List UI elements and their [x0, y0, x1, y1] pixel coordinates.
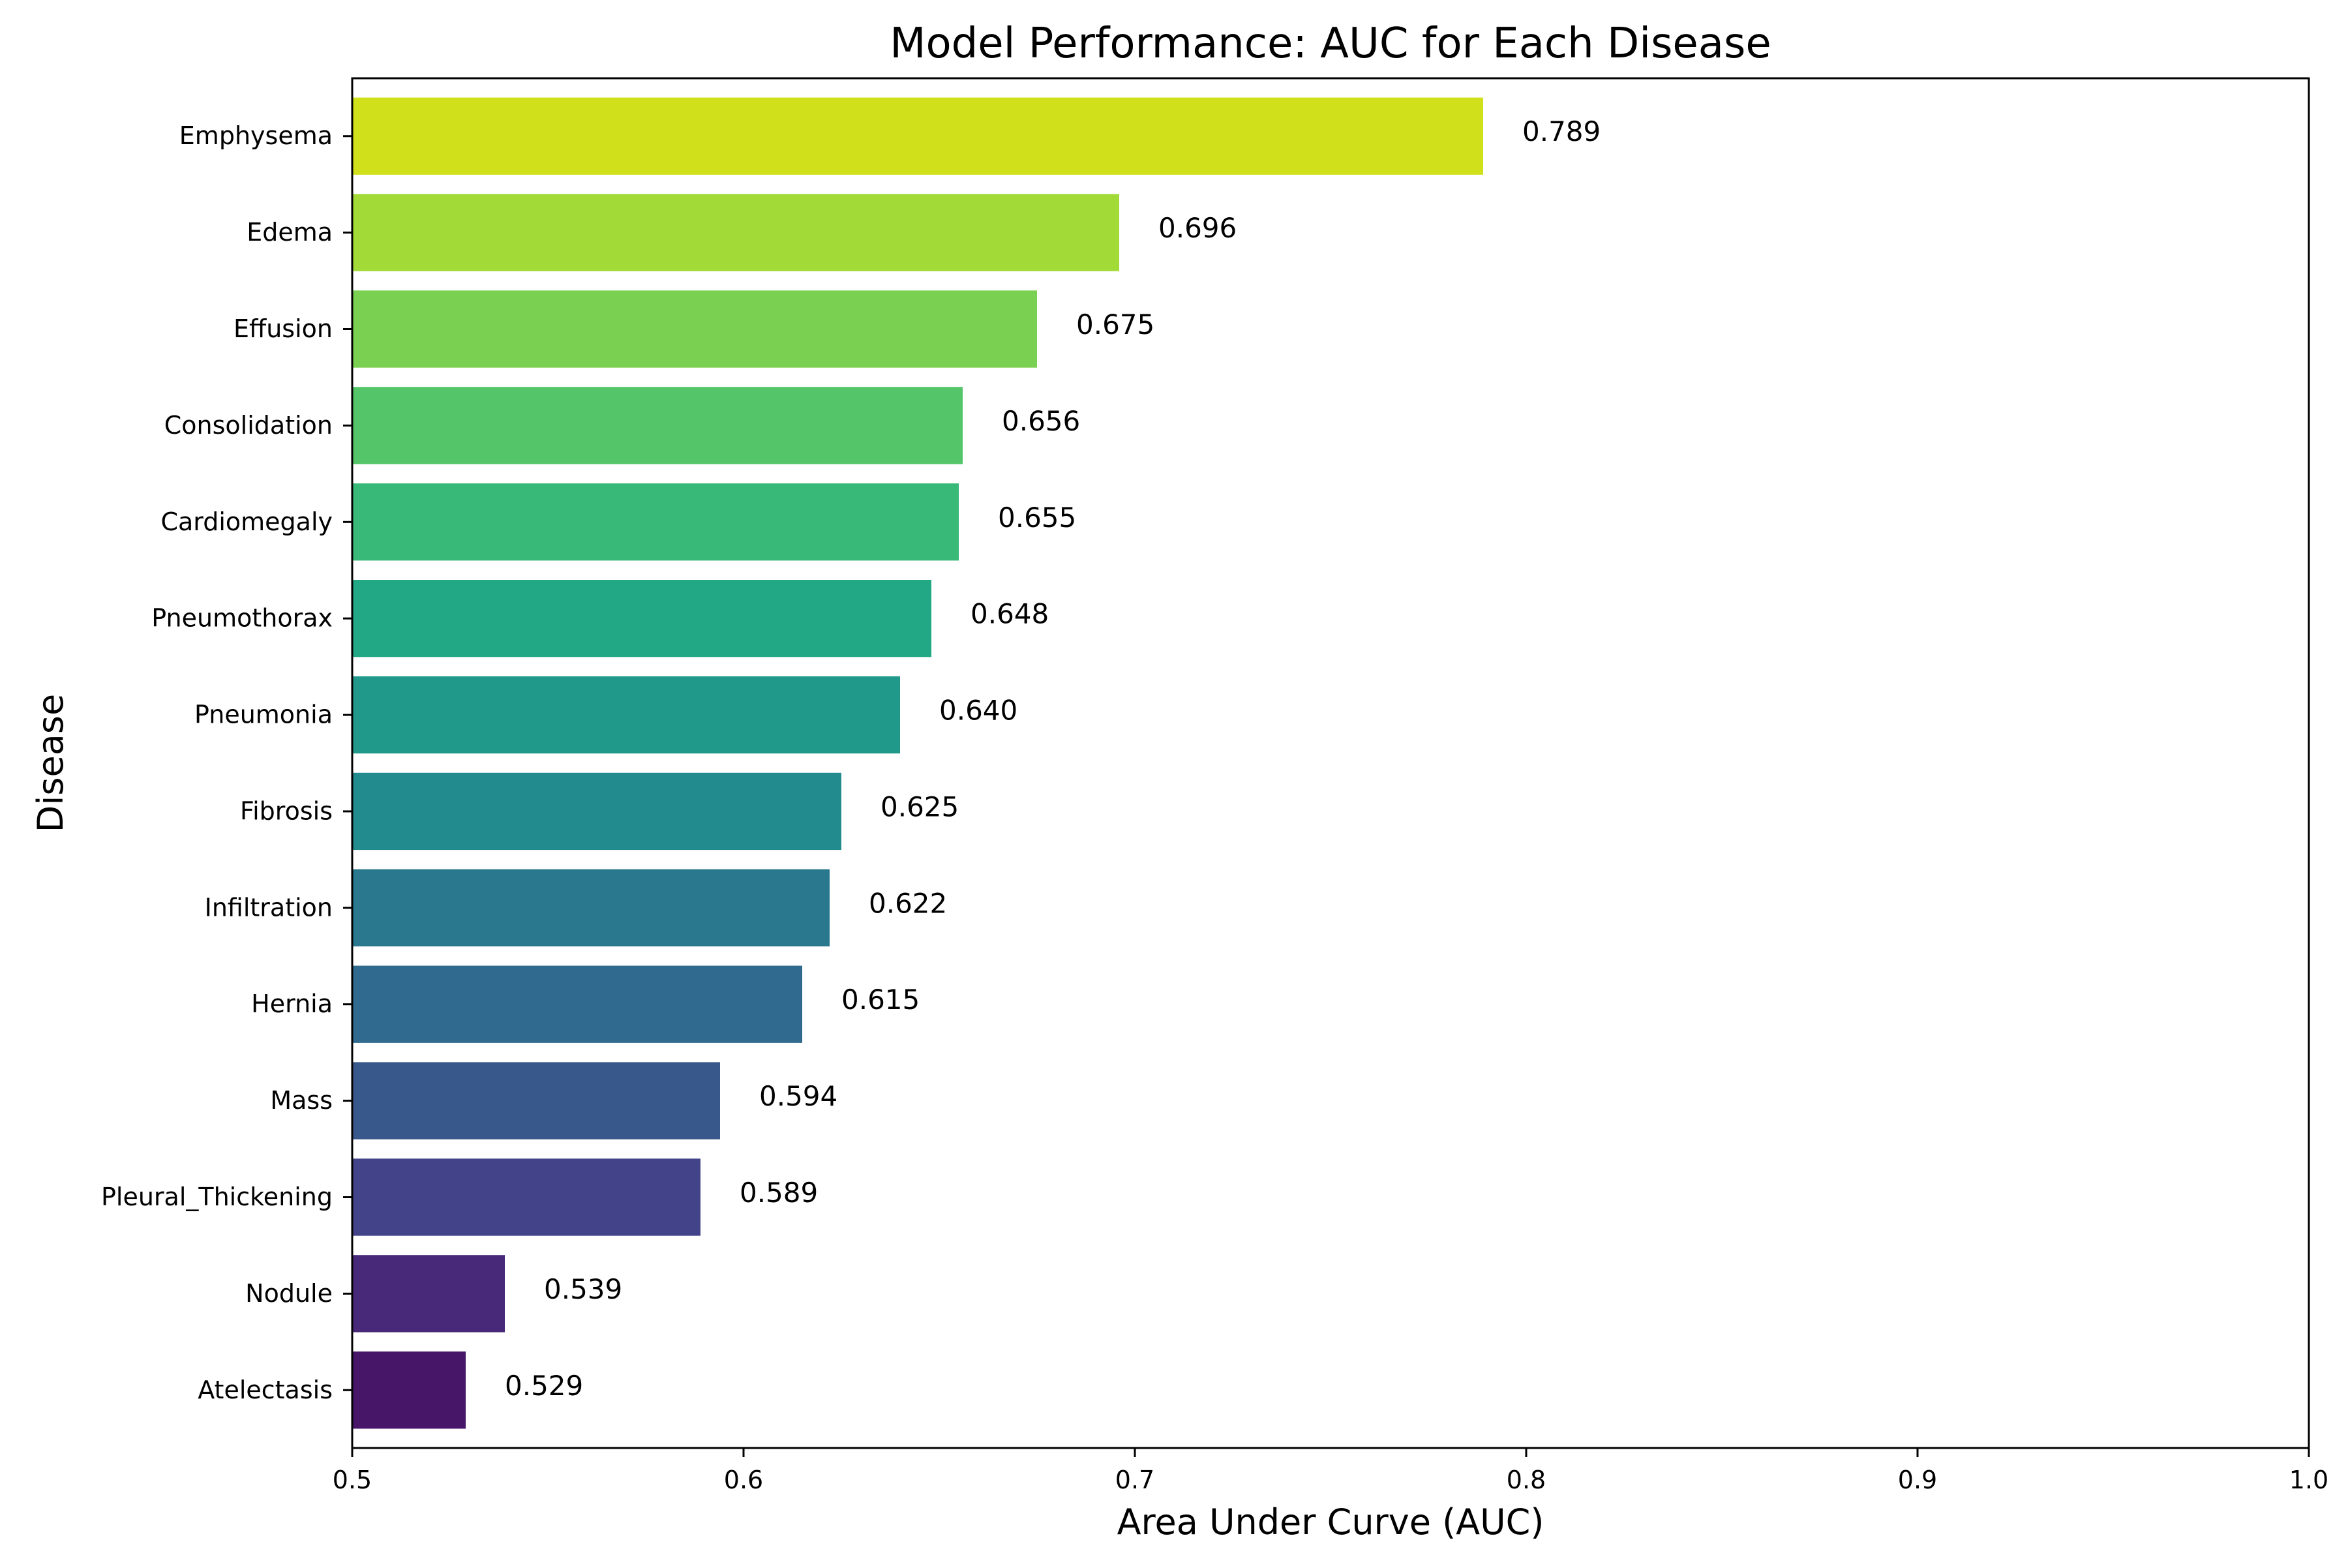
y-tick-label: Hernia	[251, 989, 333, 1018]
bar-value-label: 0.696	[1158, 212, 1237, 244]
bar	[352, 97, 1483, 175]
x-tick-label: 1.0	[2289, 1466, 2328, 1494]
bar	[352, 290, 1037, 368]
bar-value-label: 0.655	[998, 502, 1076, 534]
bar-value-label: 0.622	[869, 887, 947, 919]
x-axis-label: Area Under Curve (AUC)	[1117, 1501, 1544, 1543]
x-tick-label: 0.7	[1115, 1466, 1154, 1494]
y-tick-label: Emphysema	[179, 121, 333, 150]
y-tick-label: Pneumothorax	[151, 604, 333, 633]
bar-value-label: 0.594	[759, 1080, 837, 1112]
bar-value-label: 0.789	[1522, 115, 1601, 147]
bar	[352, 483, 959, 561]
bar-value-label: 0.539	[544, 1273, 622, 1305]
bar	[352, 676, 900, 754]
y-tick-label: Mass	[270, 1086, 333, 1115]
x-tick-label: 0.8	[1507, 1466, 1546, 1494]
bar-value-label: 0.675	[1076, 309, 1154, 340]
y-tick-label: Fibrosis	[240, 796, 333, 825]
y-tick-label: Atelectasis	[198, 1376, 333, 1404]
y-tick-label: Effusion	[233, 314, 333, 343]
x-axis: 0.5 0.6 0.7 0.8 0.9 1.0	[333, 1448, 2328, 1494]
bar-value-label: 0.529	[505, 1370, 583, 1402]
bar	[352, 772, 841, 851]
bar	[352, 869, 830, 946]
y-tick-label: Pleural_Thickening	[101, 1183, 333, 1211]
x-tick-label: 0.6	[724, 1466, 763, 1494]
bar-value-label: 0.648	[971, 598, 1049, 630]
y-tick-label: Consolidation	[164, 411, 333, 440]
bar	[352, 1255, 505, 1333]
bar-value-label: 0.615	[841, 984, 920, 1016]
bar	[352, 580, 931, 657]
y-tick-label: Pneumonia	[194, 701, 333, 729]
y-tick-label: Cardiomegaly	[160, 507, 333, 536]
bar	[352, 194, 1119, 271]
bar	[352, 1351, 466, 1429]
bar-value-label: 0.625	[880, 791, 959, 822]
value-labels-layer: 0.529 0.539 0.589 0.594 0.615 0.622 0.625 0.640…	[505, 115, 1601, 1402]
bar	[352, 1062, 720, 1139]
y-axis: Atelectasis Nodule Pleural_Thickening Mass H…	[101, 121, 352, 1404]
x-tick-label: 0.9	[1898, 1466, 1937, 1494]
y-axis-label: Disease	[30, 694, 71, 832]
x-tick-label: 0.5	[333, 1466, 372, 1494]
plot-frame	[351, 77, 2310, 1449]
bar-value-label: 0.656	[1002, 405, 1080, 437]
bar	[352, 965, 802, 1043]
bar	[352, 1158, 700, 1236]
y-tick-label: Infiltration	[205, 893, 333, 922]
bar-value-label: 0.589	[740, 1177, 818, 1209]
y-tick-label: Nodule	[245, 1279, 333, 1308]
bar-value-label: 0.640	[939, 695, 1017, 727]
bar	[352, 387, 963, 464]
bars-layer	[352, 97, 1483, 1429]
y-tick-label: Edema	[247, 218, 333, 247]
chart-title: Model Performance: AUC for Each Disease	[890, 20, 1771, 68]
